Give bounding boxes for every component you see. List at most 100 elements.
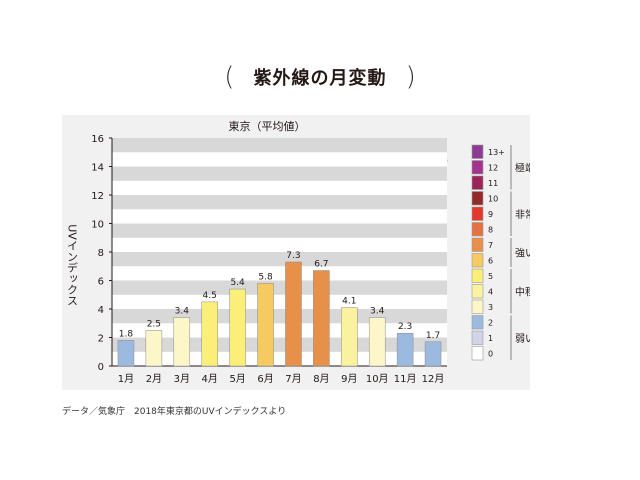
legend-level-label: 3 (488, 303, 493, 312)
chart-panel: 東京（平均値） 2 0 1 8 UVインデックス 0 2 4 6 8 10 12 14 16 1.8 1月… (62, 115, 530, 390)
grid-band (112, 252, 447, 267)
x-tick-label: 6月 (257, 373, 273, 385)
bar-value-label: 6.7 (314, 260, 328, 270)
bar-value-label: 5.8 (258, 272, 273, 282)
grid-band (112, 209, 447, 224)
legend-level-label: 1 (488, 334, 493, 343)
legend-level-label: 5 (488, 272, 493, 281)
bar (396, 332, 414, 367)
y-tick-label: 0 (98, 362, 104, 373)
x-tick-label: 2月 (146, 373, 162, 385)
legend-swatch (471, 284, 484, 299)
legend-level-label: 6 (488, 257, 493, 266)
legend-swatch (471, 299, 484, 314)
page-title: ( 紫外線の月変動 ) (0, 62, 640, 92)
legend-swatch (471, 330, 484, 345)
bar-value-label: 1.8 (119, 329, 134, 339)
y-tick-label: 12 (91, 191, 104, 202)
chart-title: 東京（平均値） (229, 119, 306, 133)
legend-group-label: 弱い (515, 333, 530, 345)
grid-band (112, 280, 447, 295)
legend-swatch (471, 175, 484, 190)
bar-value-label: 1.7 (426, 331, 440, 341)
bar (341, 307, 358, 367)
legend-swatch (471, 160, 484, 175)
bar (257, 283, 274, 367)
legend-swatch (471, 191, 484, 206)
x-tick-label: 9月 (341, 373, 357, 385)
legend-swatch (471, 222, 484, 237)
legend-level-label: 8 (488, 226, 493, 235)
legend-level-label: 7 (488, 241, 493, 250)
grid-band (112, 237, 447, 252)
x-tick-label: 10月 (366, 373, 389, 385)
y-tick-label: 2 (98, 334, 104, 345)
legend-level-label: 12 (488, 164, 498, 173)
grid-band (112, 351, 447, 366)
bar-value-label: 3.4 (175, 307, 190, 317)
legend-swatch (471, 268, 484, 283)
x-tick-label: 12月 (422, 373, 445, 385)
legend-swatch (471, 253, 484, 268)
bar-value-label: 2.3 (398, 322, 412, 332)
bar (424, 341, 442, 367)
y-tick-label: 10 (91, 220, 104, 231)
legend-swatch (471, 315, 484, 330)
uv-bar-chart: 東京（平均値） 2 0 1 8 UVインデックス 0 2 4 6 8 10 12 14 16 1.8 1月… (66, 119, 531, 385)
legend-group-label: 強い (515, 247, 530, 260)
legend-level-label: 4 (488, 288, 493, 297)
bar-value-label: 4.1 (342, 297, 356, 307)
x-tick-label: 11月 (394, 373, 417, 385)
x-tick-label: 7月 (285, 373, 301, 385)
grid-band (112, 166, 447, 181)
bar (313, 270, 330, 367)
y-tick-label: 16 (91, 134, 104, 145)
bar (285, 261, 302, 367)
grid-band (112, 337, 447, 352)
legend-group-label: 非常に強い (515, 208, 530, 221)
title-open-paren: ( (224, 62, 235, 92)
legend-swatch (471, 237, 484, 252)
grid-band (112, 223, 447, 238)
legend-swatch (471, 346, 484, 361)
grid-band (112, 294, 447, 309)
legend-swatch (471, 206, 484, 221)
y-tick-label: 4 (98, 305, 104, 316)
x-tick-label: 5月 (229, 373, 245, 385)
bar (201, 301, 218, 367)
grid-band (112, 195, 447, 210)
grid-band (112, 180, 447, 195)
y-axis-label: UVインデックス (66, 224, 79, 306)
grid-band (112, 138, 447, 153)
x-tick-label: 1月 (118, 373, 134, 385)
x-tick-label: 8月 (313, 373, 329, 385)
grid-band (112, 152, 447, 167)
bar-value-label: 4.5 (203, 291, 217, 301)
bar-value-label: 2.5 (147, 319, 161, 329)
y-tick-label: 8 (98, 248, 104, 259)
bar-value-label: 3.4 (370, 307, 385, 317)
bar (145, 330, 163, 367)
x-tick-label: 4月 (202, 373, 218, 385)
legend-level-label: 2 (488, 319, 493, 328)
bar (173, 317, 191, 367)
source-note: データ／気象庁 2018年東京都のUVインデックスより (62, 407, 287, 417)
title-close-paren: ) (405, 62, 416, 92)
title-text: 紫外線の月変動 (253, 68, 387, 89)
legend-level-label: 13+ (488, 148, 505, 157)
grid-band (112, 323, 447, 338)
bar-value-label: 7.3 (286, 251, 300, 261)
legend-group-label: 極端に強い (515, 161, 530, 174)
y-tick-label: 14 (91, 163, 104, 174)
grid-band (112, 309, 447, 324)
legend-level-label: 0 (488, 350, 493, 359)
bar (229, 288, 246, 367)
bar-value-label: 5.4 (230, 278, 245, 288)
y-tick-label: 6 (98, 277, 104, 288)
legend-swatch (471, 144, 484, 159)
bar (368, 317, 386, 367)
grid-band (112, 266, 447, 281)
bar (117, 340, 135, 367)
legend-group-label: 中程度 (515, 285, 530, 298)
legend-level-label: 11 (488, 179, 498, 188)
